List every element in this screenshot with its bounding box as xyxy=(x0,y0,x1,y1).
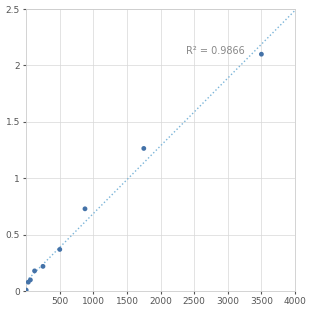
Point xyxy=(24,288,29,293)
Point xyxy=(82,206,87,211)
Point xyxy=(57,247,62,252)
Point xyxy=(141,146,146,151)
Point xyxy=(41,264,46,269)
Point xyxy=(26,280,31,285)
Point xyxy=(32,268,37,273)
Point xyxy=(28,277,33,282)
Point xyxy=(259,52,264,57)
Text: R² = 0.9866: R² = 0.9866 xyxy=(186,46,245,56)
